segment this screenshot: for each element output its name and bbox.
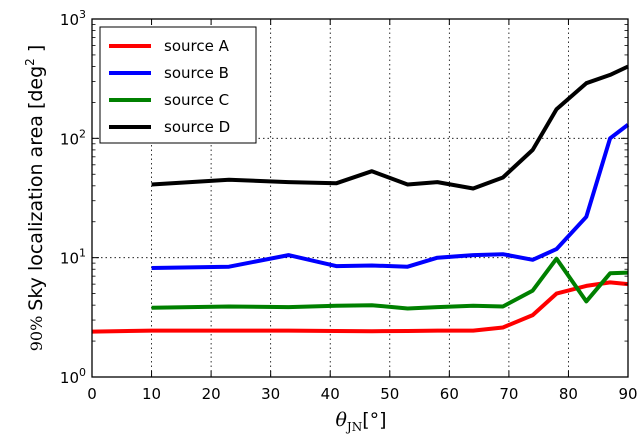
y-tick-label: 101 bbox=[60, 247, 86, 268]
y-tick-label: 103 bbox=[60, 8, 86, 29]
ticks bbox=[91, 18, 629, 378]
x-tick-label: 90 bbox=[618, 385, 637, 403]
y-axis-label-main: Sky localization area [deg bbox=[25, 66, 47, 311]
x-tick-label: 80 bbox=[559, 385, 578, 403]
plot-frame bbox=[91, 18, 629, 378]
x-tick-label: 40 bbox=[321, 385, 340, 403]
legend-label: source A bbox=[164, 37, 230, 55]
y-axis-label-prefix: 90% bbox=[27, 316, 46, 352]
legend-label: source B bbox=[164, 64, 229, 82]
y-tick-label: 100 bbox=[60, 366, 86, 387]
y-axis-label-suffix: ] bbox=[25, 45, 47, 58]
legend: source A source B source C source D bbox=[99, 26, 257, 144]
y-tick-label: 102 bbox=[60, 127, 86, 148]
series-line-source-c bbox=[151, 256, 629, 311]
series-layer bbox=[91, 64, 630, 334]
x-tick-label: 50 bbox=[380, 385, 399, 403]
tick-labels: 0 10 20 30 40 50 60 70 80 90 100 101 102 103 bbox=[60, 8, 638, 403]
series-line-source-d bbox=[151, 64, 629, 191]
legend-label: source D bbox=[164, 118, 230, 136]
x-tick-label: 70 bbox=[499, 385, 518, 403]
x-axis-label-main: θ bbox=[335, 409, 347, 431]
y-axis-label: 90% Sky localization area [deg2 ] bbox=[23, 45, 47, 352]
x-tick-label: 20 bbox=[202, 385, 221, 403]
legend-label: source C bbox=[164, 91, 229, 109]
x-axis-label: θJN[°] bbox=[335, 409, 386, 434]
x-tick-label: 30 bbox=[261, 385, 280, 403]
x-axis-label-sub: JN bbox=[345, 420, 362, 434]
x-tick-label: 10 bbox=[142, 385, 161, 403]
x-axis-label-unit: [°] bbox=[362, 409, 386, 431]
series-line-source-b bbox=[151, 123, 630, 270]
y-axis-label-sup: 2 bbox=[23, 58, 37, 66]
x-tick-label: 60 bbox=[440, 385, 459, 403]
x-tick-label: 0 bbox=[87, 385, 97, 403]
